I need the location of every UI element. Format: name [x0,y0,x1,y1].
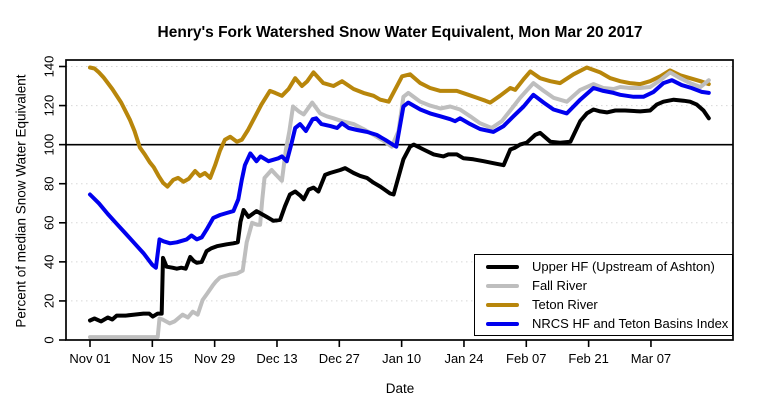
y-tick-label: 0 [42,336,57,343]
y-tick-label: 120 [42,95,57,117]
nrcs-index-line-swatch [486,321,519,326]
legend-label: Teton River [532,297,598,312]
legend-item-nrcs-index: NRCS HF and Teton Basins Index [486,314,732,333]
x-tick-label: Jan 10 [382,351,421,366]
y-tick-label: 60 [42,216,57,230]
legend-item-upper-hf: Upper HF (Upstream of Ashton) [486,257,732,276]
x-axis-label: Date [385,381,415,396]
x-tick-label: Dec 27 [319,351,360,366]
series-line-0 [88,97,711,324]
x-tick-label: Nov 29 [194,351,235,366]
x-tick-label: Jan 24 [444,351,483,366]
chart-title: Henry's Fork Watershed Snow Water Equiva… [157,24,643,41]
legend-item-teton-river: Teton River [486,295,732,314]
y-tick-label: 20 [42,294,57,308]
legend-item-fall-river: Fall River [486,276,732,295]
y-tick-label: 40 [42,255,57,269]
fall-river-line-swatch [486,283,519,288]
plot-border [65,59,734,341]
x-tick-label: Nov 01 [69,351,110,366]
legend-label: Upper HF (Upstream of Ashton) [532,259,715,274]
x-tick-label: Nov 15 [132,351,173,366]
x-tick-label: Feb 21 [568,351,608,366]
upper-hf-line-swatch [486,264,519,269]
series-line-1 [88,70,711,340]
legend-label: Fall River [532,278,587,293]
y-tick-label: 100 [42,134,57,156]
y-tick-label: 80 [42,176,57,190]
y-tick-label: 140 [42,56,57,78]
legend-label: NRCS HF and Teton Basins Index [532,316,729,331]
x-tick-label: Dec 13 [256,351,297,366]
series-line-3 [88,78,711,270]
x-tick-label: Mar 07 [631,351,671,366]
x-tick-label: Feb 07 [506,351,546,366]
series-line-2 [88,65,711,189]
legend: Upper HF (Upstream of Ashton) Fall River… [474,254,733,336]
teton-river-line-swatch [486,302,519,307]
